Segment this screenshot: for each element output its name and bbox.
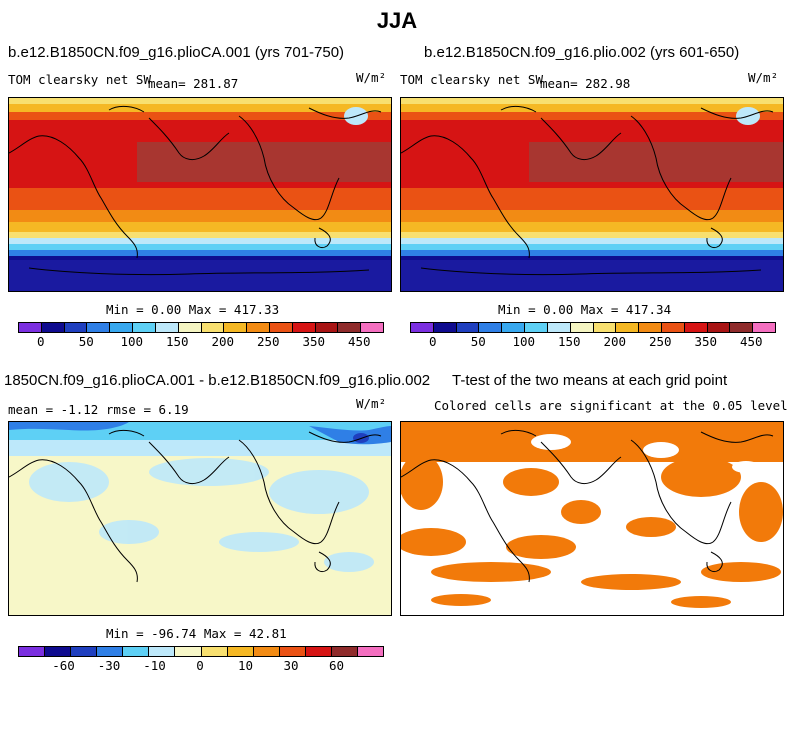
colorbar-swatch — [87, 323, 111, 332]
colorbar-swatch — [684, 323, 708, 332]
top-left-case-title: b.e12.B1850CN.f09_g16.plioCA.001 (yrs 70… — [8, 44, 345, 61]
colorbar-tick-label: 30 — [283, 658, 299, 673]
colorbar-swatch — [224, 323, 248, 332]
colorbar-tick-label: 150 — [165, 334, 189, 349]
colorbar-tick-label: 50 — [470, 334, 486, 349]
colorbar-swatch — [269, 323, 293, 332]
colorbar-tick-label: 0 — [196, 658, 204, 673]
colorbar-swatch — [279, 647, 306, 656]
colorbar-swatch — [525, 323, 548, 332]
colorbar-swatch — [227, 647, 254, 656]
colorbar-swatch — [19, 323, 42, 332]
colorbar-swatch — [639, 323, 662, 332]
top-left-map — [8, 97, 392, 292]
colorbar-swatch — [730, 323, 754, 332]
bottom-left-stats: mean = -1.12 rmse = 6.19 — [8, 402, 189, 417]
colorbar-swatch — [358, 647, 384, 656]
colorbar-swatch — [753, 323, 775, 332]
top-left-units: W/m² — [356, 70, 387, 85]
colorbar-swatch — [361, 323, 383, 332]
colorbar-tick-label: 200 — [603, 334, 627, 349]
colorbar-tick-label: 100 — [512, 334, 536, 349]
colorbar-tick-label: -60 — [52, 658, 75, 673]
top-right-colorbar — [410, 322, 776, 333]
colorbar-swatch — [661, 323, 685, 332]
colorbar-swatch — [331, 647, 359, 656]
colorbar-swatch — [411, 323, 434, 332]
top-left-field-label: TOM clearsky net SW — [8, 72, 151, 87]
bottom-right-map — [400, 421, 784, 616]
colorbar-swatch — [502, 323, 526, 332]
colorbar-swatch — [292, 323, 316, 332]
colorbar-swatch — [547, 323, 571, 332]
colorbar-swatch — [41, 323, 65, 332]
colorbar-swatch — [616, 323, 640, 332]
top-right-minmax: Min = 0.00 Max = 417.34 — [498, 302, 672, 317]
top-left-map-svg — [9, 98, 391, 291]
bottom-right-title: T-test of the two means at each grid poi… — [452, 372, 728, 389]
colorbar-swatch — [570, 323, 594, 332]
colorbar-tick-label: 50 — [78, 334, 94, 349]
colorbar-tick-label: 250 — [648, 334, 672, 349]
colorbar-swatch — [149, 647, 176, 656]
colorbar-swatch — [19, 647, 46, 656]
top-left-colorbar — [18, 322, 384, 333]
colorbar-swatch — [201, 323, 225, 332]
colorbar-swatch — [247, 323, 270, 332]
colorbar-tick-label: 150 — [557, 334, 581, 349]
colorbar-swatch — [175, 647, 202, 656]
colorbar-tick-label: 10 — [237, 658, 254, 673]
colorbar-swatch — [253, 647, 280, 656]
colorbar-swatch — [593, 323, 617, 332]
figure-title: JJA — [376, 8, 418, 33]
top-right-case-title: b.e12.B1850CN.f09_g16.plio.002 (yrs 601-… — [424, 44, 740, 61]
colorbar-tick-label: 450 — [739, 334, 763, 349]
colorbar-swatch — [71, 647, 98, 656]
colorbar-swatch — [123, 647, 150, 656]
colorbar-tick-label: 0 — [36, 334, 45, 349]
colorbar-tick-label: 100 — [120, 334, 144, 349]
colorbar-swatch — [110, 323, 134, 332]
colorbar-swatch — [338, 323, 362, 332]
bottom-right-subtitle: Colored cells are significant at the 0.0… — [434, 398, 788, 413]
colorbar-swatch — [315, 323, 339, 332]
colorbar-swatch — [133, 323, 156, 332]
bottom-left-map-svg — [9, 422, 391, 615]
colorbar-tick-label: -10 — [143, 658, 166, 673]
bottom-left-units: W/m² — [356, 396, 387, 411]
colorbar-swatch — [45, 647, 72, 656]
top-right-map-svg — [401, 98, 783, 291]
top-right-map — [400, 97, 784, 292]
top-right-field-label: TOM clearsky net SW — [400, 72, 543, 87]
colorbar-tick-label: 350 — [302, 334, 326, 349]
colorbar-swatch — [305, 647, 332, 656]
bottom-left-minmax: Min = -96.74 Max = 42.81 — [106, 626, 287, 641]
colorbar-tick-label: 0 — [428, 334, 437, 349]
bottom-left-colorbar — [18, 646, 384, 657]
colorbar-swatch — [178, 323, 202, 332]
bottom-right-map-svg — [401, 422, 783, 615]
colorbar-swatch — [433, 323, 457, 332]
top-left-mean: mean= 281.87 — [148, 76, 239, 91]
colorbar-swatch — [479, 323, 503, 332]
colorbar-tick-label: 60 — [328, 658, 345, 673]
colorbar-swatch — [707, 323, 731, 332]
colorbar-swatch — [64, 323, 88, 332]
top-right-mean: mean= 282.98 — [540, 76, 631, 91]
top-left-minmax: Min = 0.00 Max = 417.33 — [106, 302, 280, 317]
colorbar-tick-label: 450 — [347, 334, 371, 349]
top-right-units: W/m² — [748, 70, 779, 85]
colorbar-swatch — [456, 323, 480, 332]
colorbar-tick-label: 250 — [256, 334, 280, 349]
colorbar-swatch — [155, 323, 179, 332]
colorbar-tick-label: -30 — [97, 658, 121, 673]
colorbar-swatch — [97, 647, 124, 656]
bottom-left-map — [8, 421, 392, 616]
colorbar-swatch — [201, 647, 228, 656]
colorbar-tick-label: 200 — [211, 334, 235, 349]
colorbar-tick-label: 350 — [694, 334, 718, 349]
bottom-left-diff-title: 1850CN.f09_g16.plioCA.001 - b.e12.B1850C… — [4, 372, 431, 389]
